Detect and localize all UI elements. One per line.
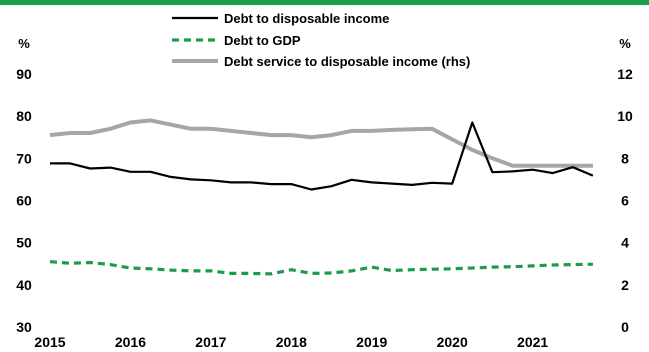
series-line-2 <box>49 260 593 276</box>
x-tick-label: 2017 <box>195 334 226 350</box>
legend-label-3: Debt service to disposable income (rhs) <box>224 54 470 69</box>
legend-label-1: Debt to disposable income <box>224 11 389 26</box>
y-left-tick-label: 80 <box>16 108 32 124</box>
x-tick-label: 2018 <box>276 334 307 350</box>
series-line-1 <box>50 121 594 191</box>
y-right-tick-label: 10 <box>617 108 633 124</box>
y-left-tick-label: 50 <box>16 235 32 251</box>
y-right-tick-label: 6 <box>621 193 629 209</box>
y-right-tick-label: 12 <box>617 66 633 82</box>
x-tick-label: 2016 <box>115 334 146 350</box>
y-right-tick-label: 8 <box>621 150 629 166</box>
x-tick-label: 2020 <box>437 334 468 350</box>
y-left-tick-label: 90 <box>16 66 32 82</box>
series-line-3 <box>49 118 593 168</box>
y-right-tick-label: 0 <box>621 319 629 335</box>
x-tick-label: 2019 <box>356 334 387 350</box>
y-left-tick-label: 70 <box>16 150 32 166</box>
y-left-tick-label: 40 <box>16 277 32 293</box>
x-tick-label: 2015 <box>34 334 65 350</box>
top-accent-bar <box>0 0 649 5</box>
y-left-tick-label: 30 <box>16 319 32 335</box>
x-tick-label: 2021 <box>517 334 548 350</box>
y-right-tick-label: 2 <box>621 277 629 293</box>
right-axis-unit: % <box>619 36 631 51</box>
legend-label-2: Debt to GDP <box>224 33 301 48</box>
left-axis-unit: % <box>18 36 30 51</box>
y-left-tick-label: 60 <box>16 193 32 209</box>
y-right-tick-label: 4 <box>621 235 629 251</box>
